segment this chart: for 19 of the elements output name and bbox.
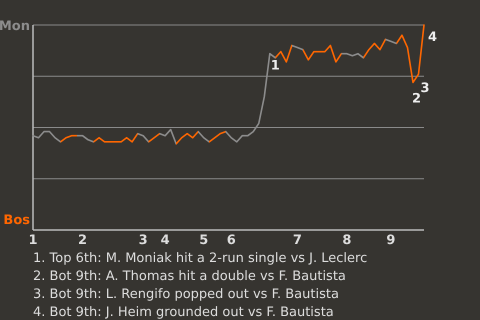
x-tick-label: 2 (78, 233, 88, 248)
text: 4 (428, 30, 438, 45)
text: Bos (3, 213, 30, 228)
text: 4. Bot 9th: J. Heim grounded out vs F. Bautista (33, 305, 334, 320)
x-tick-label: 3 (138, 233, 148, 248)
x-tick-label: 9 (386, 233, 396, 248)
annotation: 3 (420, 81, 430, 96)
text: Mon (0, 19, 30, 34)
x-tick-label: 5 (199, 233, 208, 248)
text: 3. Bot 9th: L. Rengifo popped out vs F. Bautista (33, 287, 339, 302)
text: 2. Bot 9th: A. Thomas hit a double vs F. Bautista (33, 269, 346, 284)
x-tick-label: 7 (292, 233, 302, 248)
annotation: 1 (270, 58, 280, 74)
x-tick-label: 8 (342, 233, 352, 248)
x-tick-label: 6 (226, 233, 236, 248)
x-tick-label: 4 (160, 233, 170, 248)
annotation: 2 (412, 91, 422, 106)
text: 1. Top 6th: M. Moniak hit a 2-run single vs J. Leclerc (33, 251, 368, 266)
x-tick-label: 1 (28, 233, 38, 248)
